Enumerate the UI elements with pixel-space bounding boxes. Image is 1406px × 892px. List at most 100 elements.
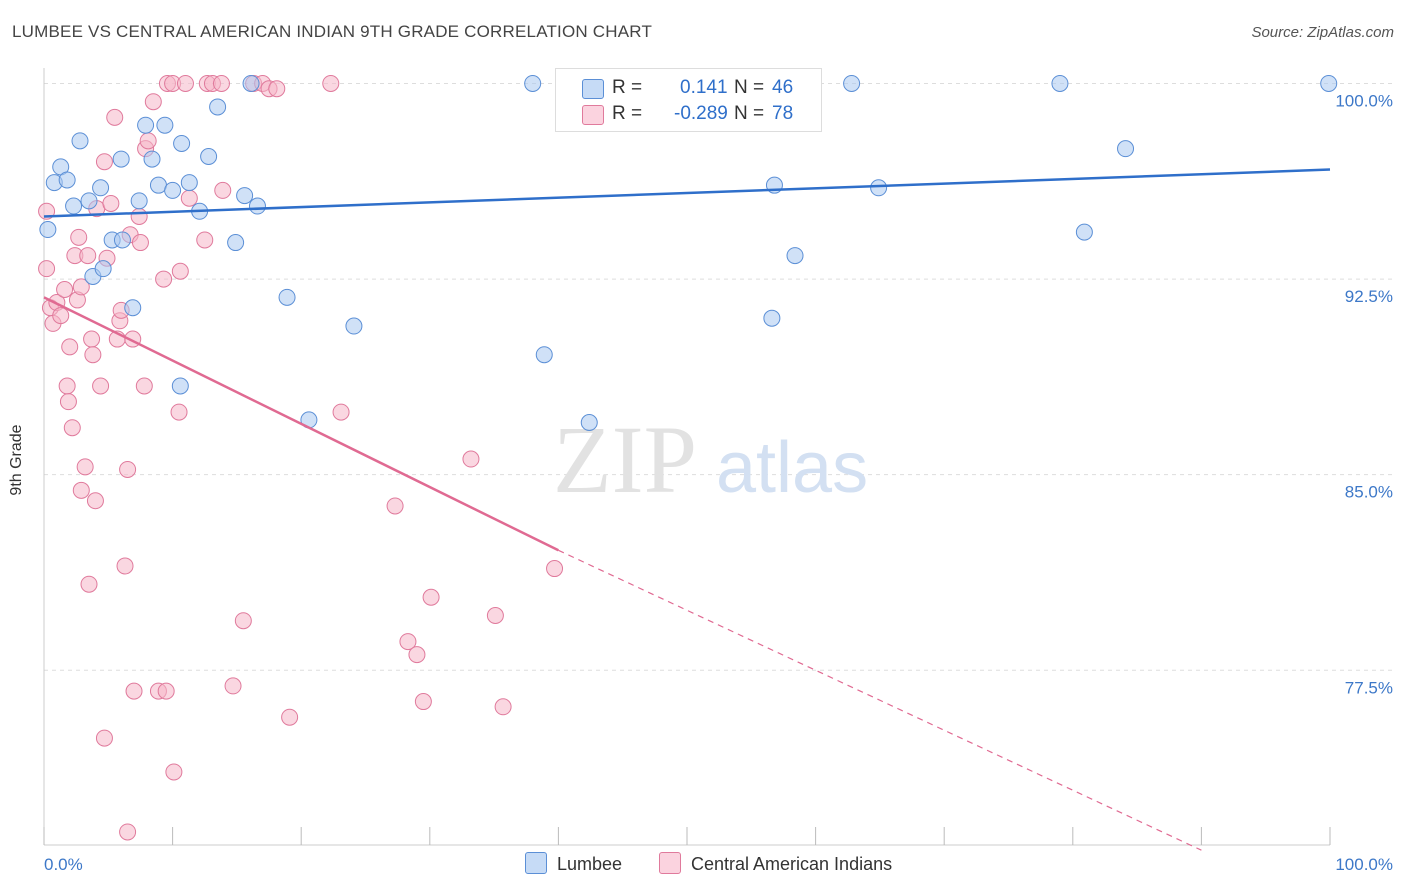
central-american-indians-point (70, 228, 88, 246)
lumbee-point (242, 74, 260, 92)
central-american-indians-point (144, 93, 162, 111)
central-american-indians-point (130, 207, 148, 225)
lumbee-point (524, 74, 542, 92)
lumbee-point (248, 197, 266, 215)
lumbee-point (278, 288, 296, 306)
y-tick-label: 100.0% (1335, 91, 1393, 110)
central-american-indians-point (61, 338, 79, 356)
lumbee-point (171, 377, 189, 395)
central-american-indians-point (399, 633, 417, 651)
central-american-indians-point (170, 403, 188, 421)
central-american-indians-point (462, 450, 480, 468)
lumbee-point (164, 181, 182, 199)
central-american-indians-point (155, 270, 173, 288)
central-american-indians-point (83, 330, 101, 348)
central-american-indians-point (494, 698, 512, 716)
central-american-indians-point (56, 281, 74, 299)
central-american-indians-point (72, 481, 90, 499)
bottom-legend-lumbee: Lumbee (525, 852, 622, 875)
y-tick-label: 92.5% (1345, 287, 1393, 306)
central-american-indians-point (196, 231, 214, 249)
central-american-indians-point (414, 693, 432, 711)
central-american-indians-point (332, 403, 350, 421)
lumbee-point (870, 179, 888, 197)
lumbee-point (156, 116, 174, 134)
central-american-indians-point (52, 307, 70, 325)
lumbee-point (763, 309, 781, 327)
central-american-indians-point (76, 458, 94, 476)
x-tick-label-min: 0.0% (44, 855, 83, 874)
lumbee-point (1320, 74, 1338, 92)
central-american-indians-point (214, 181, 232, 199)
central-american-indians-point (212, 74, 230, 92)
legend-swatch-lumbee (582, 79, 604, 99)
legend-n-label: N = (734, 103, 765, 124)
central-american-indians-point (131, 234, 149, 252)
legend-r-value: 0.141 (680, 77, 728, 98)
central-american-indians-point (125, 682, 143, 700)
central-american-indians-point (116, 557, 134, 575)
legend-r-label: R = (612, 77, 643, 98)
central-american-indians-point (546, 560, 564, 578)
legend-r-label: R = (612, 103, 643, 124)
central-american-indians-point (171, 262, 189, 280)
bottom-legend-label-lumbee: Lumbee (557, 854, 623, 874)
central-american-indians-point (38, 260, 56, 278)
lumbee-point (58, 171, 76, 189)
central-american-indians-point (63, 419, 81, 437)
central-american-indians-point (80, 575, 98, 593)
bottom-legend-central-american-indians: Central American Indians (659, 852, 892, 875)
legend-n-value: 46 (772, 77, 794, 98)
central-american-indians-point (486, 606, 504, 624)
central-american-indians-point (281, 708, 299, 726)
lumbee-point (65, 197, 83, 215)
lumbee-point (227, 234, 245, 252)
lumbee-point (149, 176, 167, 194)
lumbee-point (180, 174, 198, 192)
lumbee-point (94, 260, 112, 278)
bottom-legend-label-central-american-indians: Central American Indians (691, 854, 893, 874)
lumbee-point (786, 247, 804, 265)
correlation-legend: R = 0.141 N = 46 R = -0.289 N = 78 (555, 68, 822, 132)
lumbee-point (112, 150, 130, 168)
central-american-indians-point (59, 393, 77, 411)
lumbee-point (580, 414, 598, 432)
chart-title: LUMBEE VS CENTRAL AMERICAN INDIAN 9TH GR… (12, 22, 653, 41)
lumbee-point (200, 147, 218, 165)
legend-r-value: -0.289 (674, 103, 728, 124)
central-american-indians-point (422, 588, 440, 606)
lumbee-point (843, 74, 861, 92)
bottom-legend-swatch-lumbee (525, 852, 547, 874)
central-american-indians-point (386, 497, 404, 515)
source-credit: Source: ZipAtlas.com (1251, 24, 1394, 41)
central-american-indians-point (234, 612, 252, 630)
lumbee-point (80, 192, 98, 210)
central-american-indians-point (86, 492, 104, 510)
lumbee-point (236, 187, 254, 205)
central-american-indians-point (95, 153, 113, 171)
central-american-indians-point (176, 74, 194, 92)
x-tick-label-max: 100.0% (1335, 855, 1393, 874)
lumbee-point (113, 231, 131, 249)
central-american-indians-point (95, 729, 113, 747)
lumbee-point (143, 150, 161, 168)
lumbee-point (137, 116, 155, 134)
watermark-atlas: atlas (716, 428, 868, 508)
central-american-indians-trend-line (43, 296, 559, 552)
central-american-indians-point (224, 677, 242, 695)
central-american-indians-point (157, 682, 175, 700)
central-american-indians-point (72, 278, 90, 296)
lumbee-point (92, 179, 110, 197)
y-tick-label: 77.5% (1345, 678, 1393, 697)
lumbee-point (130, 192, 148, 210)
central-american-indians-point (119, 823, 137, 841)
watermark-zip: ZIP (553, 406, 697, 513)
lumbee-point (124, 299, 142, 317)
central-american-indians-point (106, 108, 124, 126)
lumbee-point (1075, 223, 1093, 241)
lumbee-point (71, 132, 89, 150)
central-american-indians-point (92, 377, 110, 395)
central-american-indians-point (135, 377, 153, 395)
lumbee-point (1117, 140, 1135, 158)
